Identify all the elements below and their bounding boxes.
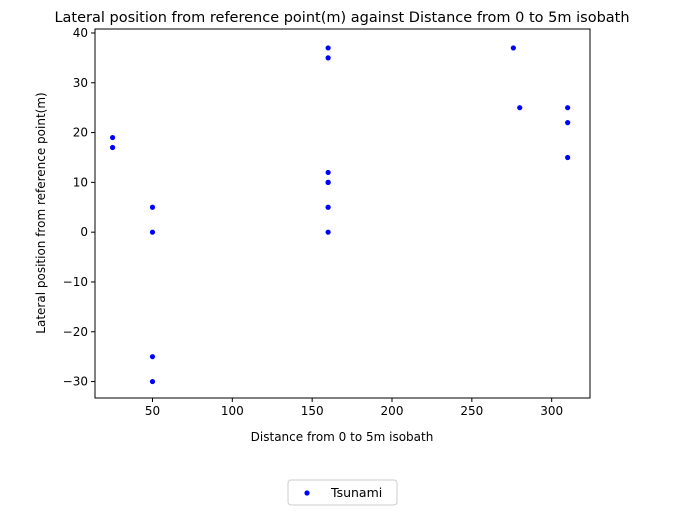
x-tick-label: 50	[145, 404, 160, 418]
y-tick-label: 20	[73, 126, 88, 140]
data-point	[517, 105, 523, 111]
x-axis: 50 100 150 200 250 300	[145, 398, 563, 418]
plot-area	[94, 28, 591, 399]
x-axis-label: Distance from 0 to 5m isobath	[251, 430, 434, 444]
data-point	[109, 144, 116, 151]
y-tick-label: 30	[73, 76, 88, 90]
x-tick-label: 200	[381, 404, 404, 418]
data-point	[109, 134, 116, 141]
y-tick-label: 40	[73, 26, 88, 40]
data-point	[325, 55, 331, 61]
data-point	[510, 45, 516, 51]
data-point	[149, 378, 156, 385]
legend-label-tsunami: Tsunami	[330, 485, 382, 500]
x-tick-label: 150	[301, 404, 324, 418]
data-point	[565, 105, 571, 111]
x-tick-label: 250	[460, 404, 483, 418]
legend-marker-tsunami	[304, 490, 310, 496]
data-point	[565, 154, 571, 161]
x-tick-label: 100	[221, 404, 244, 418]
x-tick-label: 300	[540, 404, 563, 418]
data-point	[149, 229, 156, 235]
y-tick-label: 10	[73, 175, 88, 189]
legend: Tsunami	[287, 479, 398, 506]
data-point	[325, 204, 331, 210]
y-tick-label: 0	[80, 225, 88, 239]
data-point	[149, 354, 156, 360]
y-axis-label: Lateral position from reference point(m)	[34, 92, 48, 333]
data-point	[565, 120, 571, 126]
data-points	[109, 45, 571, 385]
plot-frame	[94, 28, 591, 399]
data-point	[325, 45, 331, 51]
data-point	[325, 229, 331, 235]
data-point	[149, 204, 156, 210]
y-tick-label: −10	[63, 275, 88, 289]
y-tick-label: −20	[63, 325, 88, 339]
y-axis: −30 −20 −10 0 10 20 30 40	[63, 26, 95, 389]
legend-box	[287, 479, 398, 506]
data-point	[325, 169, 331, 176]
data-point	[325, 179, 331, 185]
y-tick-label: −30	[63, 375, 88, 389]
chart-title: Lateral position from reference point(m)…	[54, 10, 629, 26]
